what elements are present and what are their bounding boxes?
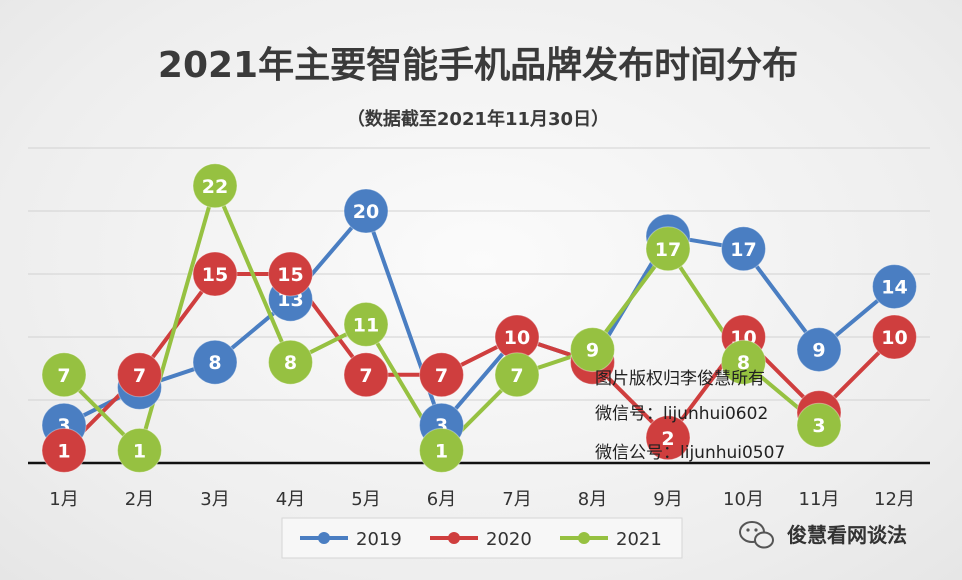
wechat-icon xyxy=(739,521,774,549)
x-tick-label: 12月 xyxy=(874,489,915,510)
data-point-2021 xyxy=(343,301,389,347)
data-label-2020: 15 xyxy=(277,264,303,286)
x-tick-label: 3月 xyxy=(200,489,229,510)
data-point-2021 xyxy=(721,339,766,385)
series-line-2019 xyxy=(63,209,896,428)
watermark: 图片版权归李俊慧所有 微信号：lijunhui0602 微信公号：lijunhu… xyxy=(595,369,785,463)
data-label-2020: 7 xyxy=(359,365,372,387)
data-label-2021: 7 xyxy=(57,365,70,387)
x-tick-label: 5月 xyxy=(351,489,380,510)
data-point-2021 xyxy=(570,327,615,373)
data-label-2021: 17 xyxy=(655,239,681,261)
data-point-2021 xyxy=(192,163,238,209)
data-point-2019 xyxy=(192,339,238,385)
data-label-2019: 20 xyxy=(353,201,379,223)
x-tick-label: 4月 xyxy=(276,489,305,510)
brand-name: 俊慧看网谈法 xyxy=(787,523,907,547)
data-point-2019 xyxy=(721,226,766,272)
legend-swatch-marker xyxy=(448,532,460,544)
x-tick-label: 9月 xyxy=(653,489,682,510)
x-tick-label: 2月 xyxy=(125,489,154,510)
data-point-2019 xyxy=(796,327,842,373)
data-point-2020 xyxy=(419,352,464,398)
data-point-2021 xyxy=(645,226,691,272)
chart-subtitle: （数据截至2021年11月30日） xyxy=(347,108,609,130)
watermark-line-3: 微信公号：lijunhui0507 xyxy=(595,443,785,463)
series-line-2020 xyxy=(62,272,896,452)
data-label-2020: 10 xyxy=(881,327,907,349)
data-point-2021 xyxy=(117,427,162,473)
data-label-2021: 7 xyxy=(510,365,523,387)
series-layer: 3681320310818179141715157710821041071228… xyxy=(41,163,917,473)
legend-label: 2019 xyxy=(356,529,402,550)
brand-badge: 俊慧看网谈法 xyxy=(739,521,907,549)
grid-lines xyxy=(28,147,930,465)
data-label-2020: 7 xyxy=(133,365,146,387)
x-tick-label: 8月 xyxy=(578,489,607,510)
data-point-2020 xyxy=(268,251,313,297)
data-point-2020 xyxy=(645,415,691,461)
data-point-2020 xyxy=(41,427,87,473)
data-label-2021: 9 xyxy=(586,340,599,362)
legend-box xyxy=(281,517,683,559)
data-label-2019: 14 xyxy=(881,277,907,299)
legend-swatch-marker xyxy=(318,532,330,544)
legend-label: 2021 xyxy=(616,529,662,550)
data-point-2019 xyxy=(872,264,917,310)
data-label-2019: 8 xyxy=(208,352,221,374)
data-label-2021: 11 xyxy=(353,314,379,336)
data-point-2021 xyxy=(41,352,87,398)
data-label-2019: 17 xyxy=(730,239,756,261)
data-point-2020 xyxy=(343,352,389,398)
data-label-2021: 22 xyxy=(202,176,228,198)
x-tick-label: 11月 xyxy=(799,489,840,510)
watermark-line-1: 图片版权归李俊慧所有 xyxy=(595,369,765,389)
data-label-2020: 15 xyxy=(202,264,228,286)
data-label-2020: 10 xyxy=(504,327,530,349)
data-point-2019 xyxy=(343,188,389,234)
legend: 2019 2020 2021 xyxy=(281,517,683,559)
data-label-2021: 3 xyxy=(812,415,825,437)
data-label-2021: 8 xyxy=(737,352,750,374)
data-label-2020: 7 xyxy=(435,365,448,387)
chart-title: 2021年主要智能手机品牌发布时间分布 xyxy=(158,45,798,86)
data-point-2020 xyxy=(117,352,162,398)
data-point-2021 xyxy=(419,427,464,473)
legend-label: 2020 xyxy=(486,529,532,550)
x-axis-ticks: 1月 2月 3月 4月 5月 6月 7月 8月 9月 10月 11月 12月 xyxy=(49,489,915,510)
x-tick-label: 6月 xyxy=(427,489,456,510)
legend-swatch-marker xyxy=(578,532,590,544)
data-point-2021 xyxy=(796,402,842,448)
data-label-2020: 2 xyxy=(661,428,674,450)
data-point-2020 xyxy=(872,314,917,360)
legend-item-2019: 2019 xyxy=(300,529,402,550)
x-tick-label: 7月 xyxy=(502,489,531,510)
x-tick-label: 10月 xyxy=(723,489,764,510)
data-label-2020: 1 xyxy=(57,440,70,462)
watermark-line-2: 微信号：lijunhui0602 xyxy=(595,404,768,424)
legend-item-2020: 2020 xyxy=(430,529,532,550)
legend-item-2021: 2021 xyxy=(560,529,662,550)
data-label-2021: 1 xyxy=(435,440,448,462)
data-label-2021: 8 xyxy=(284,352,297,374)
data-label-2019: 9 xyxy=(812,340,825,362)
data-point-2021 xyxy=(268,339,313,385)
data-point-2021 xyxy=(494,352,540,398)
data-point-2020 xyxy=(192,251,238,297)
x-tick-label: 1月 xyxy=(49,489,78,510)
data-label-2021: 1 xyxy=(133,440,146,462)
